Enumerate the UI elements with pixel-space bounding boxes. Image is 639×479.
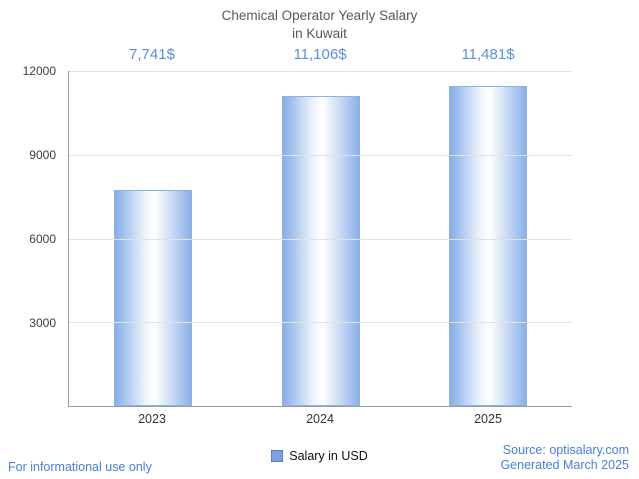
footer-source: Source: optisalary.com Generated March 2… xyxy=(500,443,629,474)
gridline xyxy=(69,154,572,156)
bar xyxy=(281,95,360,406)
footer-disclaimer: For informational use only xyxy=(8,460,152,474)
chart-title: Chemical Operator Yearly Salary in Kuwai… xyxy=(0,7,639,43)
y-axis: 3000 6000 9000 12000 xyxy=(0,64,62,407)
chart-title-line1: Chemical Operator Yearly Salary xyxy=(221,8,418,23)
source-text: Source: optisalary.com xyxy=(502,442,629,457)
y-tick-label: 6000 xyxy=(29,232,56,246)
x-tick-label: 2024 xyxy=(306,412,334,426)
x-tick-label: 2023 xyxy=(138,412,166,426)
y-tick-label: 9000 xyxy=(29,148,56,162)
x-axis: 2023 2024 2025 xyxy=(68,412,572,430)
chart-title-line2: in Kuwait xyxy=(292,25,347,41)
bar-value-label: 7,741$ xyxy=(129,46,175,63)
legend: Salary in USD xyxy=(0,449,639,463)
bar-column xyxy=(404,71,572,406)
generated-text: Generated March 2025 xyxy=(500,458,629,473)
bar-value-labels: 7,741$ 11,106$ 11,481$ xyxy=(68,46,572,70)
bars-row xyxy=(69,71,572,406)
bar-value-label: 11,481$ xyxy=(461,46,515,63)
gridline xyxy=(69,238,572,240)
bar-column xyxy=(69,71,237,406)
bar-value-label: 11,106$ xyxy=(293,46,347,63)
gridline xyxy=(69,71,572,72)
legend-swatch-icon xyxy=(271,450,284,462)
x-tick-label: 2025 xyxy=(474,412,502,426)
bar-column xyxy=(237,71,405,406)
plot-area xyxy=(68,71,572,407)
bar xyxy=(449,85,528,406)
gridline xyxy=(69,322,572,324)
legend-label: Salary in USD xyxy=(289,449,368,463)
y-tick-label: 12000 xyxy=(22,64,56,78)
bar xyxy=(113,189,192,406)
y-tick-label: 3000 xyxy=(29,316,56,330)
